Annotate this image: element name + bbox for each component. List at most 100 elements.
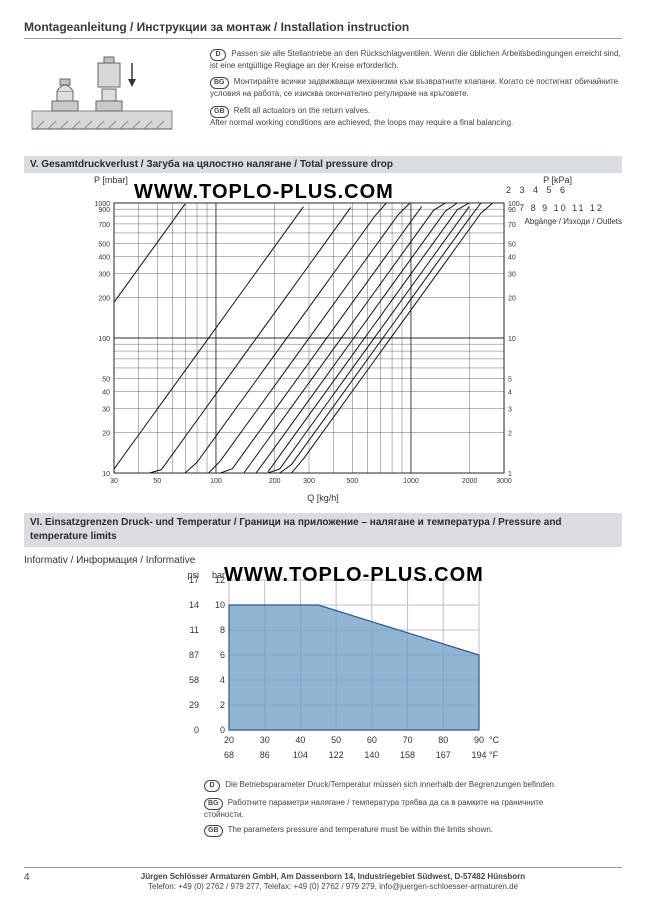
- svg-text:158: 158: [400, 750, 415, 760]
- svg-text:122: 122: [329, 750, 344, 760]
- svg-text:20: 20: [224, 735, 234, 745]
- svg-text:500: 500: [346, 478, 358, 485]
- axis-q: Q [kg/h]: [24, 493, 622, 503]
- svg-text:100: 100: [210, 478, 222, 485]
- pt-chart-wrap: WWW.TOPLO-PLUS.COM 0295887111417 0246810…: [24, 570, 622, 770]
- svg-text:70: 70: [508, 222, 516, 229]
- svg-text:50: 50: [102, 377, 110, 384]
- top-row: D Passen sie alle Stellantriebe an den R…: [24, 49, 622, 144]
- svg-text:200: 200: [269, 478, 281, 485]
- axis-p-mbar: P [mbar]: [94, 175, 128, 185]
- svg-text:10: 10: [215, 600, 225, 610]
- watermark-vi: WWW.TOPLO-PLUS.COM: [224, 564, 484, 587]
- svg-text:5: 5: [508, 377, 512, 384]
- svg-text:200: 200: [98, 295, 110, 302]
- axis-p-kpa: P [kPa]: [543, 175, 572, 185]
- svg-text:40: 40: [102, 390, 110, 397]
- svg-text:psi: psi: [187, 570, 199, 580]
- fnote-bg-text: Работните параметри налягане / температу…: [204, 798, 543, 819]
- svg-text:40: 40: [508, 255, 516, 262]
- pt-limits-chart: 0295887111417 024681012 2030405060708090…: [24, 570, 622, 770]
- svg-text:30: 30: [110, 478, 118, 485]
- svg-text:50: 50: [508, 242, 516, 249]
- svg-text:140: 140: [364, 750, 379, 760]
- svg-text:29: 29: [189, 700, 199, 710]
- section-v-title: V. Gesamtdruckverlust / Загуба на цялост…: [24, 156, 622, 173]
- svg-text:3: 3: [508, 407, 512, 414]
- svg-text:58: 58: [189, 675, 199, 685]
- fnote-gb: GB The parameters pressure and temperatu…: [204, 825, 582, 837]
- actuator-diagram: [24, 49, 194, 144]
- svg-text:68: 68: [224, 750, 234, 760]
- svg-text:20: 20: [102, 430, 110, 437]
- lang-pill-gb: GB: [210, 106, 229, 118]
- svg-text:40: 40: [295, 735, 305, 745]
- lang-pill-bg2: BG: [204, 798, 223, 810]
- svg-text:300: 300: [98, 272, 110, 279]
- note-d: D Passen sie alle Stellantriebe an den R…: [210, 49, 622, 71]
- bottom-notes: D Die Betriebsparameter Druck/Temperatur…: [204, 780, 582, 837]
- svg-text:°F: °F: [489, 750, 499, 760]
- svg-text:90: 90: [474, 735, 484, 745]
- svg-text:10: 10: [508, 336, 516, 343]
- note-gb: GB Refit all actuators on the return val…: [210, 106, 622, 128]
- svg-text:°C: °C: [489, 735, 500, 745]
- svg-text:500: 500: [98, 242, 110, 249]
- svg-text:14: 14: [189, 600, 199, 610]
- note-d-text: Passen sie alle Stellantriebe an den Rüc…: [210, 49, 621, 70]
- svg-text:10: 10: [102, 471, 110, 478]
- svg-text:0: 0: [194, 725, 199, 735]
- note-bg: BG Монтирайте всички задвижващи механизм…: [210, 77, 622, 99]
- svg-text:1000: 1000: [94, 201, 110, 208]
- svg-text:2: 2: [508, 430, 512, 437]
- fnote-d-text: Die Betriebsparameter Druck/Temperatur m…: [225, 780, 556, 789]
- svg-text:90: 90: [508, 207, 516, 214]
- fnote-gb-text: The parameters pressure and temperature …: [228, 825, 493, 834]
- lang-pill-bg: BG: [210, 77, 229, 89]
- footer-text: Jürgen Schlösser Armaturen GmbH, Am Dass…: [44, 872, 622, 893]
- lang-pill-d2: D: [204, 780, 220, 792]
- pressure-drop-chart-wrap: P [mbar] P [kPa] 2 3 4 5 6 7 8 9 10 11 1…: [24, 181, 622, 491]
- svg-text:4: 4: [220, 675, 225, 685]
- svg-text:80: 80: [438, 735, 448, 745]
- lang-pill-d: D: [210, 49, 226, 61]
- svg-text:50: 50: [153, 478, 161, 485]
- svg-text:70: 70: [403, 735, 413, 745]
- svg-text:4: 4: [508, 390, 512, 397]
- svg-text:0: 0: [220, 725, 225, 735]
- note-bg-text: Монтирайте всички задвижващи механизми к…: [210, 77, 618, 98]
- svg-text:60: 60: [367, 735, 377, 745]
- section-vi-title: VI. Einsatzgrenzen Druck- und Temperatur…: [24, 513, 622, 547]
- svg-text:900: 900: [98, 207, 110, 214]
- lang-pill-gb2: GB: [204, 825, 223, 837]
- svg-text:2: 2: [220, 700, 225, 710]
- page-title: Montageanleitung / Инструкции за монтаж …: [24, 20, 622, 39]
- svg-text:20: 20: [508, 295, 516, 302]
- svg-text:6: 6: [220, 650, 225, 660]
- svg-text:3000: 3000: [496, 478, 512, 485]
- svg-text:50: 50: [331, 735, 341, 745]
- svg-text:87: 87: [189, 650, 199, 660]
- top-notes: D Passen sie alle Stellantriebe an den R…: [210, 49, 622, 144]
- watermark-v: WWW.TOPLO-PLUS.COM: [134, 181, 394, 204]
- svg-text:11: 11: [190, 625, 199, 635]
- svg-text:104: 104: [293, 750, 308, 760]
- svg-text:700: 700: [98, 222, 110, 229]
- svg-text:1000: 1000: [403, 478, 419, 485]
- footer: 4 Jürgen Schlösser Armaturen GmbH, Am Da…: [24, 867, 622, 893]
- svg-text:400: 400: [98, 255, 110, 262]
- svg-text:194: 194: [471, 750, 486, 760]
- footer-line2: Telefon: +49 (0) 2762 / 979 277, Telefax…: [148, 882, 518, 891]
- svg-text:1: 1: [508, 471, 512, 478]
- fnote-bg: BG Работните параметри налягане / темпер…: [204, 798, 582, 819]
- svg-text:30: 30: [260, 735, 270, 745]
- svg-text:2000: 2000: [462, 478, 478, 485]
- footer-line1-bold: Jürgen Schlösser Armaturen GmbH, Am Dass…: [141, 872, 525, 881]
- fnote-d: D Die Betriebsparameter Druck/Temperatur…: [204, 780, 582, 792]
- svg-text:167: 167: [436, 750, 451, 760]
- page-number: 4: [24, 872, 44, 893]
- svg-text:300: 300: [303, 478, 315, 485]
- svg-text:100: 100: [98, 336, 110, 343]
- note-gb-text: Refit all actuators on the return valves…: [210, 106, 513, 127]
- svg-text:86: 86: [260, 750, 270, 760]
